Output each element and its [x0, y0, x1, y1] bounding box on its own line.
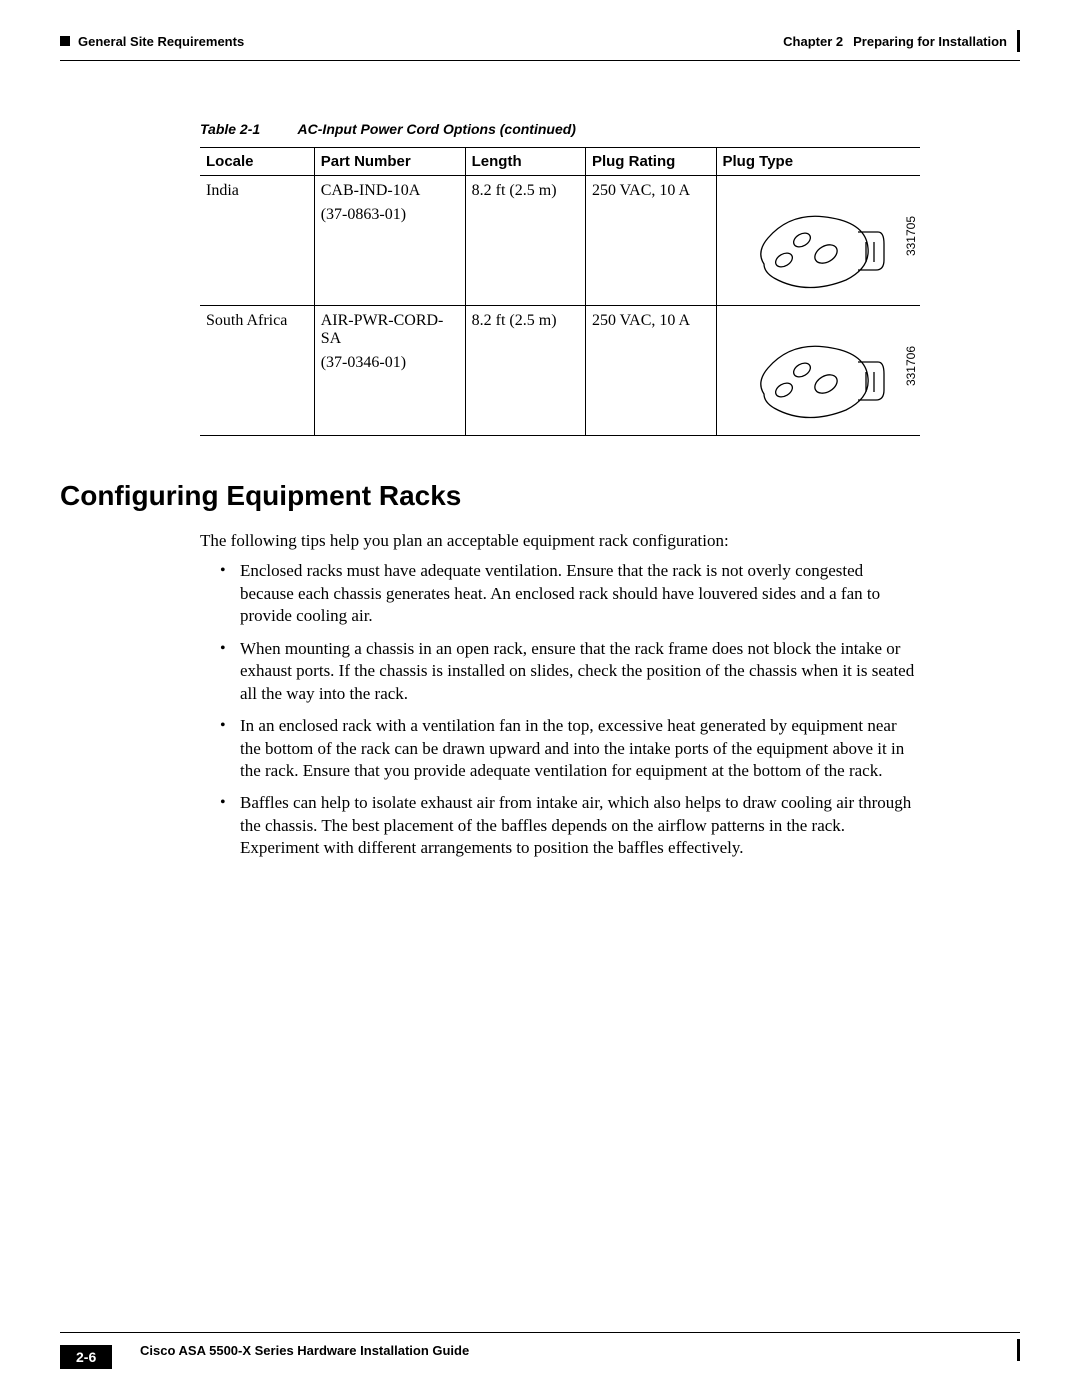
table-caption: Table 2-1 AC-Input Power Cord Options (c… — [200, 121, 1020, 137]
cell-length: 8.2 ft (2.5 m) — [465, 176, 585, 306]
table-caption-text: AC-Input Power Cord Options (continued) — [298, 121, 576, 137]
intro-paragraph: The following tips help you plan an acce… — [200, 530, 920, 552]
cell-plug-type: 331706 — [716, 306, 920, 436]
section-heading: Configuring Equipment Racks — [60, 480, 1020, 512]
part-main: AIR-PWR-CORD-SA — [321, 312, 459, 348]
header-chapter-title: Preparing for Installation — [853, 34, 1007, 49]
footer-bar-icon — [1017, 1339, 1020, 1361]
page-number: 2-6 — [60, 1345, 112, 1369]
table-row: India CAB-IND-10A (37-0863-01) 8.2 ft (2… — [200, 176, 920, 306]
header-section-label: General Site Requirements — [78, 34, 244, 49]
cell-plug-type: 331705 — [716, 176, 920, 306]
col-length: Length — [465, 148, 585, 176]
list-item: When mounting a chassis in an open rack,… — [220, 638, 920, 705]
col-locale: Locale — [200, 148, 314, 176]
col-plug-type: Plug Type — [716, 148, 920, 176]
plug-icon — [746, 204, 896, 294]
table-caption-number: Table 2-1 — [200, 121, 260, 137]
table-header-row: Locale Part Number Length Plug Rating Pl… — [200, 148, 920, 176]
tips-list: Enclosed racks must have adequate ventil… — [220, 560, 920, 859]
list-item: Enclosed racks must have adequate ventil… — [220, 560, 920, 627]
power-cord-table: Locale Part Number Length Plug Rating Pl… — [200, 147, 920, 436]
plug-icon — [746, 334, 896, 424]
part-main: CAB-IND-10A — [321, 182, 459, 200]
cell-locale: South Africa — [200, 306, 314, 436]
col-plug-rating: Plug Rating — [585, 148, 716, 176]
cell-locale: India — [200, 176, 314, 306]
plug-id: 331706 — [904, 346, 918, 386]
cell-rating: 250 VAC, 10 A — [585, 306, 716, 436]
table-row: South Africa AIR-PWR-CORD-SA (37-0346-01… — [200, 306, 920, 436]
part-sub: (37-0863-01) — [321, 206, 459, 224]
cell-length: 8.2 ft (2.5 m) — [465, 306, 585, 436]
footer-doc-title: Cisco ASA 5500-X Series Hardware Install… — [140, 1343, 469, 1358]
cell-part-number: AIR-PWR-CORD-SA (37-0346-01) — [314, 306, 465, 436]
part-sub: (37-0346-01) — [321, 354, 459, 372]
list-item: In an enclosed rack with a ventilation f… — [220, 715, 920, 782]
col-part-number: Part Number — [314, 148, 465, 176]
header-bar-icon — [1017, 30, 1020, 52]
cell-rating: 250 VAC, 10 A — [585, 176, 716, 306]
list-item: Baffles can help to isolate exhaust air … — [220, 792, 920, 859]
header-marker-icon — [60, 36, 70, 46]
plug-id: 331705 — [904, 216, 918, 256]
cell-part-number: CAB-IND-10A (37-0863-01) — [314, 176, 465, 306]
header-chapter-label: Chapter 2 — [783, 34, 843, 49]
page-header: General Site Requirements Chapter 2 Prep… — [60, 30, 1020, 52]
section-intro: The following tips help you plan an acce… — [200, 530, 920, 552]
page-footer: Cisco ASA 5500-X Series Hardware Install… — [60, 1332, 1020, 1361]
header-divider — [60, 60, 1020, 61]
